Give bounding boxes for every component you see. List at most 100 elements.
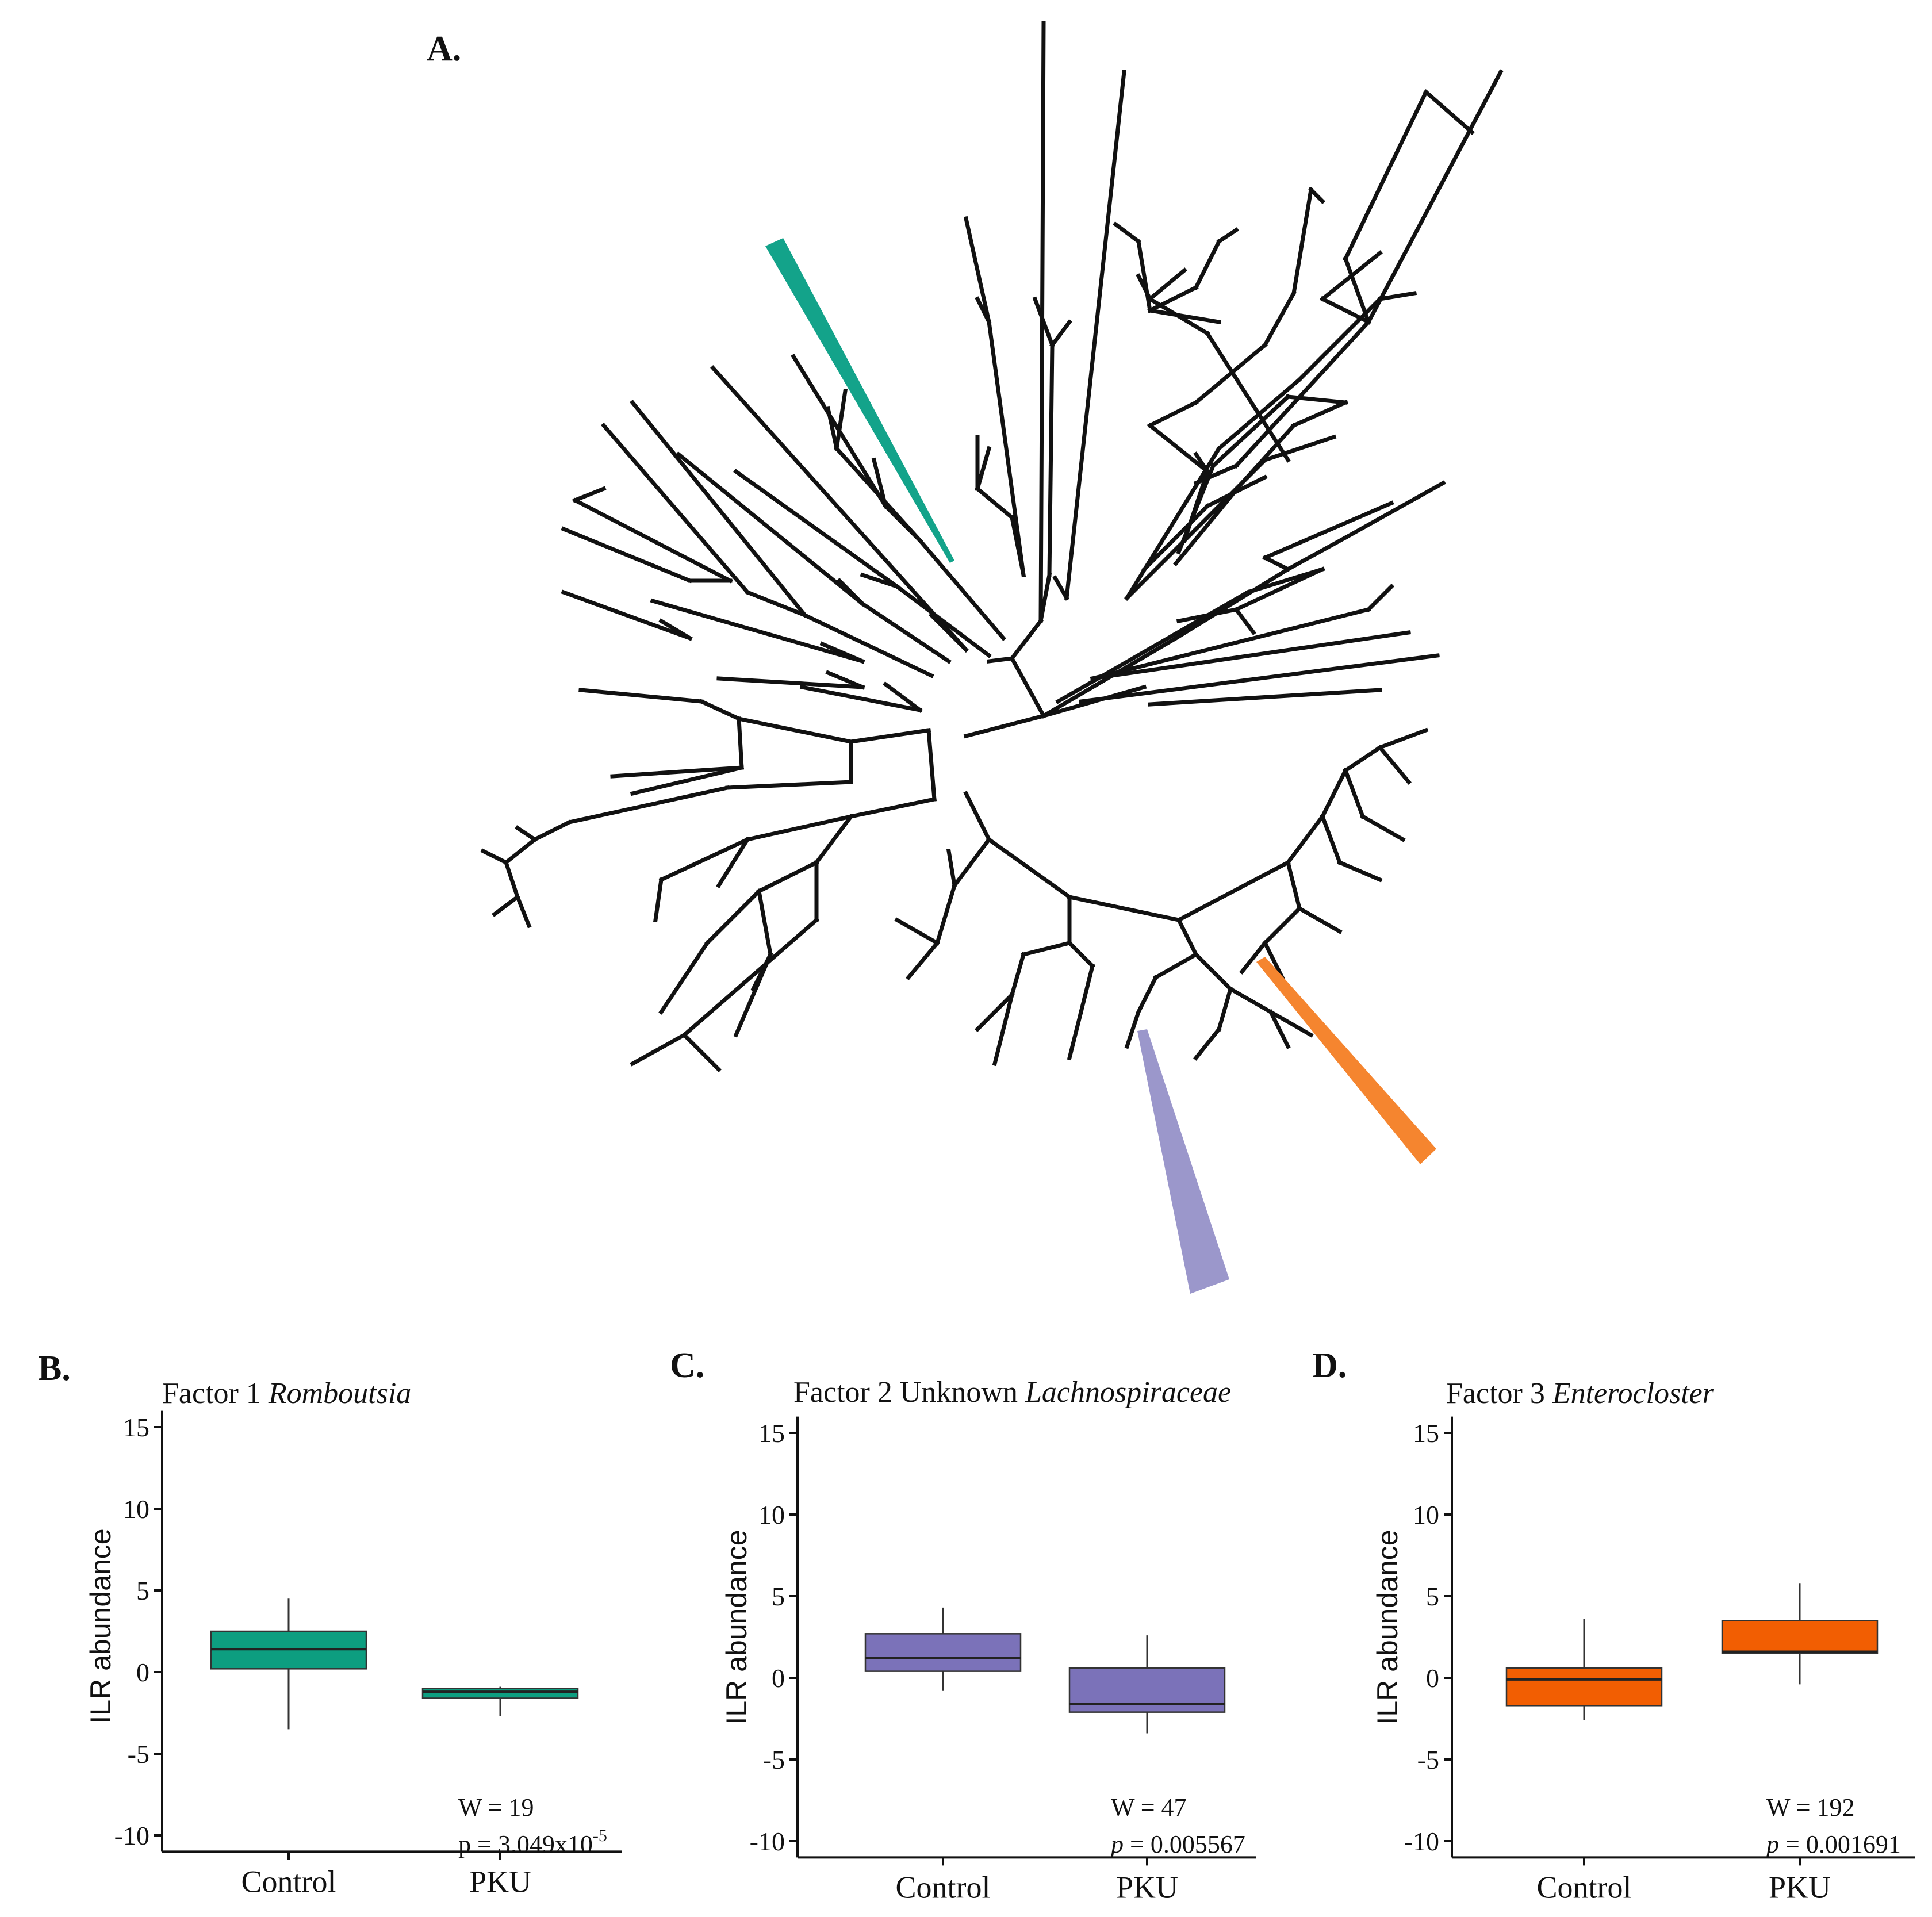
tree-branch: [716, 837, 750, 888]
panel-d-title: Factor 3 Enterocloster: [1446, 1377, 1715, 1410]
tree-branch: [630, 1032, 687, 1067]
tree-branch: [1124, 446, 1222, 601]
tree-branch: [1049, 319, 1072, 348]
tree-branch: [825, 670, 865, 690]
tree-branch: [963, 713, 1046, 739]
tree-branch: [1021, 940, 1072, 957]
tree-branch: [745, 814, 854, 842]
box-pku: [421, 1688, 579, 1699]
panel-c-ylabel: ILR abundance: [720, 1529, 753, 1724]
tree-branch: [848, 796, 937, 819]
panel-d-stat-w: W = 192: [1766, 1793, 1855, 1822]
box-control: [864, 1633, 1022, 1672]
tree-branch: [681, 1032, 722, 1072]
panel-c-title: Factor 2 Unknown Lachnospiraceae: [793, 1376, 1231, 1409]
tree-branch: [975, 992, 1015, 1032]
tree-branch: [561, 526, 693, 584]
tree-branch: [650, 598, 865, 664]
panel-c: C. Factor 2 Unknown Lachnospiraceae ILR …: [670, 1346, 1256, 1904]
tree-branch: [1216, 986, 1233, 1032]
panel-b-stat-p: p = 3.049x10-5: [458, 1826, 607, 1858]
panel-b-ylabel: ILR abundance: [85, 1528, 117, 1723]
tree-branch: [1136, 975, 1159, 1015]
tree-branch: [1047, 343, 1055, 577]
tree-branch: [736, 716, 854, 745]
clade-wedge-romboutsia: [765, 238, 954, 563]
y-tick-label: 15: [1413, 1418, 1439, 1448]
tree-branch: [1090, 607, 1371, 681]
tree-branch: [860, 601, 952, 664]
tree-branch: [1052, 575, 1070, 601]
tree-branch: [1067, 894, 1182, 923]
tree-branch: [1124, 538, 1187, 601]
phylogenetic-tree: [480, 21, 1504, 1072]
tree-branch: [1136, 273, 1153, 302]
tree-branch: [1297, 296, 1383, 382]
tree-branch: [926, 728, 937, 802]
tree-branch: [480, 848, 509, 865]
tree-branch: [1055, 589, 1251, 704]
panel-b-stat-w: W = 19: [458, 1793, 534, 1822]
tree-branch: [745, 589, 808, 618]
tree-branch: [917, 538, 1006, 641]
tree-branch: [503, 837, 538, 865]
box-pku: [1721, 1620, 1879, 1654]
tree-branch: [1064, 70, 1126, 600]
tree-branch: [883, 503, 923, 543]
y-tick-label: 0: [1426, 1663, 1439, 1693]
tree-branch: [1176, 917, 1199, 957]
panel-b-letter: B.: [38, 1349, 71, 1388]
tree-branch: [704, 888, 762, 946]
tree-branch: [515, 825, 538, 842]
tree-branch: [986, 837, 1072, 900]
tree-branch: [1153, 952, 1199, 980]
tree-branch: [1366, 584, 1394, 612]
tree-branch: [1233, 607, 1256, 635]
tree-branch: [1377, 745, 1412, 785]
panel-b-title: Factor 1 Romboutsia: [162, 1377, 411, 1410]
panel-a-letter: A.: [427, 29, 461, 68]
clade-wedge-lachnospiraceae: [1137, 1029, 1229, 1294]
tree-branch: [658, 837, 750, 883]
x-tick-label: PKU: [1769, 1870, 1831, 1904]
tree-branch: [1239, 940, 1268, 975]
tree-branch: [1113, 221, 1141, 244]
tree-branch: [1147, 423, 1210, 474]
tree-branch: [561, 589, 693, 641]
tree-branch: [710, 365, 969, 653]
tree-branch: [1377, 727, 1429, 750]
tree-branch: [814, 814, 854, 865]
tree-branch: [1228, 986, 1274, 1015]
y-tick-label: 10: [123, 1494, 150, 1524]
tree-branch: [1262, 500, 1394, 561]
tree-branch: [987, 320, 1026, 577]
y-tick-label: -5: [763, 1745, 785, 1774]
tree-branch: [1337, 860, 1383, 883]
tree-branch: [1343, 768, 1366, 819]
tree-branch: [1285, 814, 1325, 865]
tree-branch: [802, 612, 934, 678]
tree-branch: [699, 699, 742, 722]
tree-branch: [658, 618, 693, 641]
tree-branch: [1291, 400, 1348, 428]
tree-branch: [1320, 768, 1348, 819]
tree-branch: [834, 389, 848, 451]
panel-c-stat-p: p = 0.005567: [1109, 1830, 1245, 1858]
tree-branch: [1262, 434, 1337, 463]
tree-branch: [716, 676, 865, 689]
tree-branch: [1205, 331, 1291, 463]
x-tick-label: PKU: [1116, 1870, 1178, 1904]
panel-c-stat-w: W = 47: [1111, 1793, 1187, 1822]
panel-c-letter: C.: [670, 1346, 704, 1385]
tree-branch: [610, 765, 744, 779]
tree-branch: [1124, 1009, 1141, 1049]
tree-branch: [572, 497, 733, 584]
tree-branch: [860, 572, 900, 589]
tree-branch: [1320, 814, 1343, 865]
tree-branch: [1423, 89, 1475, 135]
tree-branch: [837, 578, 865, 607]
tree-branch: [791, 354, 888, 509]
tree-branch: [1067, 1009, 1084, 1061]
y-tick-label: 5: [772, 1582, 785, 1611]
